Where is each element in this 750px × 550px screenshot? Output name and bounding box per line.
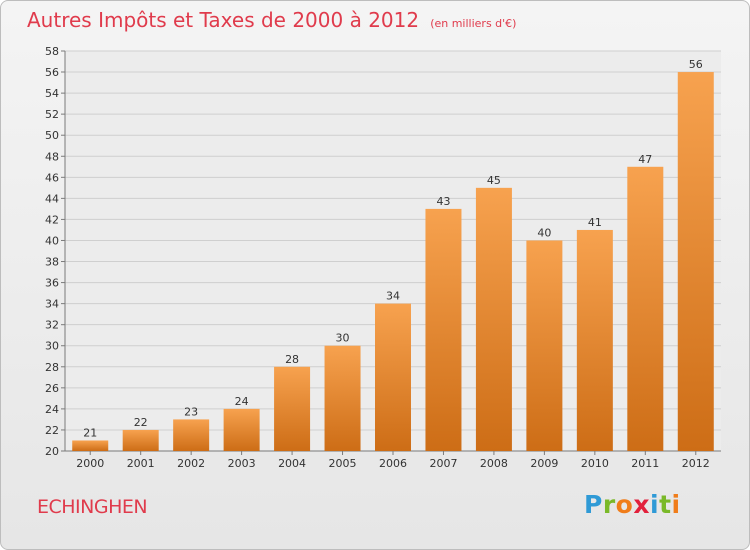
y-tick-label: 44 [45, 192, 59, 205]
bar [627, 166, 664, 451]
bar-value-label: 45 [487, 174, 501, 187]
x-tick-label: 2001 [127, 457, 155, 470]
bar-value-label: 22 [134, 416, 148, 429]
proxiti-logo: Proxiti [584, 490, 681, 519]
y-tick-label: 22 [45, 424, 59, 437]
y-tick-label: 32 [45, 319, 59, 332]
bar [274, 366, 311, 451]
y-tick-label: 48 [45, 150, 59, 163]
x-tick-label: 2004 [278, 457, 306, 470]
commune-name: ECHINGHEN [37, 496, 148, 518]
x-tick-label: 2007 [429, 457, 457, 470]
y-tick-label: 54 [45, 87, 59, 100]
bar-value-label: 30 [336, 332, 350, 345]
y-tick-label: 40 [45, 234, 59, 247]
bar [576, 229, 613, 451]
bar [475, 187, 512, 451]
logo-letter: x [633, 490, 650, 519]
bar-value-label: 43 [436, 195, 450, 208]
bar-value-label: 23 [184, 405, 198, 418]
x-tick-label: 2006 [379, 457, 407, 470]
x-tick-label: 2010 [581, 457, 609, 470]
bar [122, 429, 159, 451]
bar [72, 440, 109, 451]
bar [375, 303, 411, 451]
x-tick-label: 2005 [329, 457, 357, 470]
y-tick-label: 52 [45, 108, 59, 121]
title-row: Autres Impôts et Taxes de 2000 à 2012 (e… [27, 8, 516, 32]
bar [526, 240, 563, 451]
y-tick-label: 42 [45, 213, 59, 226]
x-tick-label: 2011 [631, 457, 659, 470]
x-tick-label: 2008 [480, 457, 508, 470]
y-tick-label: 24 [45, 403, 59, 416]
x-tick-label: 2000 [76, 457, 104, 470]
logo-letter: i [671, 490, 681, 519]
y-tick-label: 50 [45, 129, 59, 142]
bar-value-label: 41 [588, 216, 602, 229]
bar [173, 419, 210, 451]
bar-value-label: 40 [537, 226, 551, 239]
y-tick-label: 36 [45, 277, 59, 290]
bar [324, 345, 361, 451]
bar-value-label: 47 [638, 153, 652, 166]
bar-value-label: 28 [285, 353, 299, 366]
x-tick-label: 2012 [682, 457, 710, 470]
x-tick-label: 2003 [228, 457, 256, 470]
y-tick-label: 56 [45, 66, 59, 79]
bar [425, 208, 462, 451]
y-tick-label: 20 [45, 445, 59, 458]
bar-value-label: 34 [386, 290, 400, 303]
x-tick-label: 2002 [177, 457, 205, 470]
y-tick-label: 28 [45, 361, 59, 374]
bar [677, 72, 714, 451]
x-tick-label: 2009 [530, 457, 558, 470]
logo-letter: r [602, 490, 616, 519]
bar-value-label: 21 [83, 426, 97, 439]
y-tick-label: 34 [45, 298, 59, 311]
y-tick-label: 46 [45, 171, 59, 184]
logo-letter: o [615, 490, 634, 519]
logo-letter: t [659, 490, 672, 519]
bar-value-label: 56 [689, 58, 703, 71]
y-tick-label: 26 [45, 382, 59, 395]
chart-subtitle: (en milliers d'€) [430, 17, 517, 30]
logo-letter: i [650, 490, 660, 519]
bar-value-label: 24 [235, 395, 249, 408]
y-tick-label: 30 [45, 340, 59, 353]
y-tick-label: 38 [45, 256, 59, 269]
logo-letter: P [584, 490, 603, 519]
y-tick-label: 58 [45, 45, 59, 58]
chart-title: Autres Impôts et Taxes de 2000 à 2012 [27, 8, 420, 32]
bar [223, 408, 260, 451]
